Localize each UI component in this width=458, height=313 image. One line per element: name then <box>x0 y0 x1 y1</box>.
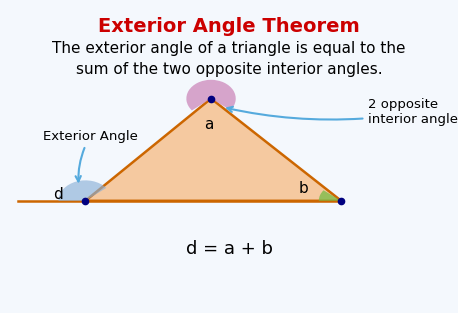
Text: Exterior Angle Theorem: Exterior Angle Theorem <box>98 17 360 36</box>
Wedge shape <box>186 80 236 110</box>
Text: a: a <box>204 117 213 132</box>
Wedge shape <box>319 190 341 201</box>
Text: d: d <box>53 187 62 202</box>
Text: The exterior angle of a triangle is equal to the
sum of the two opposite interio: The exterior angle of a triangle is equa… <box>52 41 406 77</box>
Text: 2 opposite
interior angles: 2 opposite interior angles <box>227 98 458 126</box>
Text: d = a + b: d = a + b <box>185 239 273 258</box>
Text: b: b <box>298 181 308 196</box>
Wedge shape <box>59 180 106 201</box>
Text: Exterior Angle: Exterior Angle <box>43 130 137 182</box>
Polygon shape <box>85 99 341 201</box>
